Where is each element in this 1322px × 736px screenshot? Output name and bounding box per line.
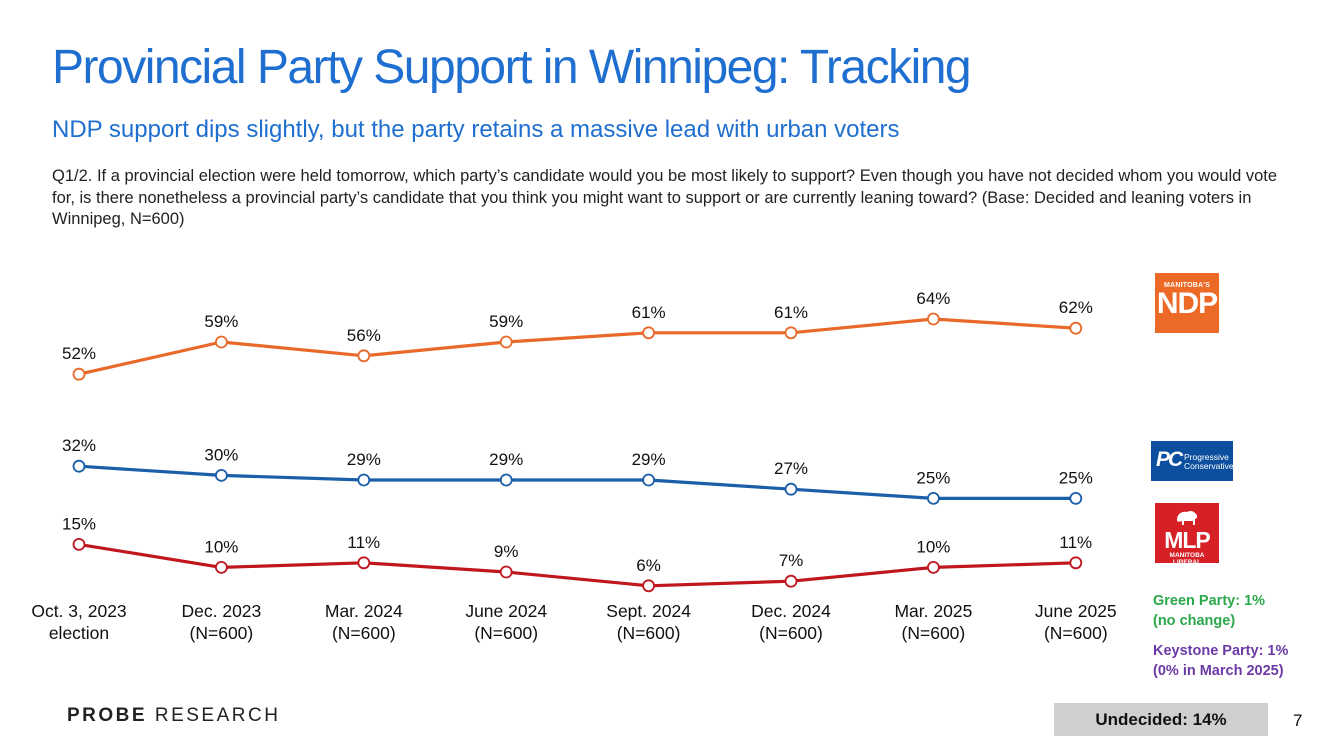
brand-bold: PROBE (67, 705, 148, 726)
mlp-logo-small: MANITOBA LIBERAL (1169, 552, 1205, 563)
ndp-point (927, 312, 940, 326)
pc-value-label: 25% (1059, 468, 1093, 487)
green-party-change: (no change) (1153, 613, 1236, 629)
ndp-series-line (78, 317, 1076, 376)
ndp-value-label: 62% (1059, 298, 1093, 317)
x-axis-label: Mar. 2024 (N=600) (325, 601, 403, 643)
ndp-value-label: 59% (204, 312, 238, 331)
liberal-point (214, 561, 228, 574)
ndp-point (784, 326, 798, 340)
liberal-point (642, 579, 655, 593)
brand-rest: RESEARCH (154, 705, 281, 726)
tracking-line-chart: 52% 59% 56% 59% 61% 61% 64% 62% 32% 30% 29% 29% 29% 2… (31, 289, 1117, 643)
liberal-value-label: 10% (916, 537, 950, 556)
ndp-value-label: 59% (489, 312, 523, 331)
liberal-point (784, 574, 798, 588)
pc-logo-line1: Progressive (1184, 452, 1229, 462)
mlp-logo: MLP MANITOBA LIBERAL (1155, 503, 1219, 563)
liberal-value-label: 10% (204, 537, 238, 556)
x-axis-label: June 2025 (N=600) (1035, 601, 1117, 643)
pc-value-label: 27% (774, 459, 808, 478)
liberal-point (357, 556, 371, 570)
ndp-point (214, 335, 228, 349)
pc-point (927, 491, 940, 505)
liberal-series-line (78, 542, 1076, 588)
undecided-box: Undecided: 14% (1054, 703, 1268, 736)
ndp-point (1069, 321, 1083, 335)
pc-logo-name: Progressive Conservative (1184, 453, 1233, 471)
keystone-party-change: (0% in March 2025) (1153, 663, 1284, 679)
ndp-value-label: 56% (347, 326, 381, 345)
liberal-value-label: 7% (779, 551, 804, 570)
page-number: 7 (1293, 711, 1303, 730)
ndp-value-label: 61% (774, 303, 808, 322)
keystone-party-note: Keystone Party: 1% (0% in March 2025) (1153, 641, 1288, 681)
probe-research-logo: PROBE RESEARCH (67, 705, 280, 727)
x-axis-label: June 2024 (N=600) (465, 601, 547, 643)
survey-question: Q1/2. If a provincial election were held… (52, 167, 1278, 228)
pc-value-label: 29% (347, 450, 381, 469)
pc-point (499, 473, 513, 487)
page-subtitle: NDP support dips slightly, but the party… (52, 116, 900, 143)
liberal-point (72, 538, 86, 551)
ndp-point (72, 367, 86, 381)
pc-logo-line2: Conservative (1184, 461, 1233, 471)
pc-point (72, 459, 86, 473)
page-title: Provincial Party Support in Winnipeg: Tr… (52, 41, 972, 94)
pc-point (1069, 491, 1083, 505)
ndp-value-label: 52% (62, 344, 96, 363)
ndp-logo-small: MANITOBA'S (1164, 282, 1210, 289)
ndp-point (642, 326, 655, 340)
liberal-point (1069, 556, 1083, 570)
pc-value-label: 29% (632, 450, 666, 469)
x-axis-label: Dec. 2024 (N=600) (751, 601, 831, 643)
x-axis-label: Mar. 2025 (N=600) (894, 601, 972, 643)
ndp-value-label: 61% (632, 303, 666, 322)
pc-series-line (78, 464, 1076, 500)
ndp-logo: MANITOBA'S NDP (1155, 273, 1219, 333)
pc-point (642, 473, 655, 487)
ndp-logo-text: NDP (1156, 287, 1218, 320)
pc-value-label: 29% (489, 450, 523, 469)
liberal-value-label: 11% (347, 533, 380, 552)
pc-logo: PC Progressive Conservative (1151, 441, 1233, 481)
mlp-logo-text: MLP (1164, 527, 1211, 553)
pc-point (214, 468, 228, 482)
pc-value-label: 32% (62, 436, 96, 455)
ndp-value-label: 64% (916, 289, 950, 308)
pc-logo-mark: PC (1156, 448, 1183, 471)
liberal-point (927, 561, 940, 574)
liberal-value-label: 15% (62, 514, 96, 533)
pc-point (784, 482, 798, 496)
ndp-point (499, 335, 513, 349)
green-party-value: Green Party: 1% (1153, 593, 1266, 609)
ndp-point (357, 349, 371, 363)
x-axis-label: Dec. 2023 (N=600) (182, 601, 262, 643)
green-party-note: Green Party: 1% (no change) (1153, 591, 1265, 631)
bison-icon (1177, 510, 1198, 525)
keystone-party-value: Keystone Party: 1% (1153, 643, 1289, 659)
liberal-value-label: 9% (494, 542, 519, 561)
pc-value-label: 30% (204, 445, 238, 464)
pc-value-label: 25% (916, 468, 950, 487)
liberal-point (499, 565, 513, 579)
liberal-value-label: 11% (1059, 533, 1092, 552)
x-axis-label: Sept. 2024 (N=600) (606, 601, 691, 643)
liberal-value-label: 6% (636, 556, 661, 575)
pc-point (357, 473, 371, 487)
x-axis-label: Oct. 3, 2023 election (31, 601, 126, 643)
